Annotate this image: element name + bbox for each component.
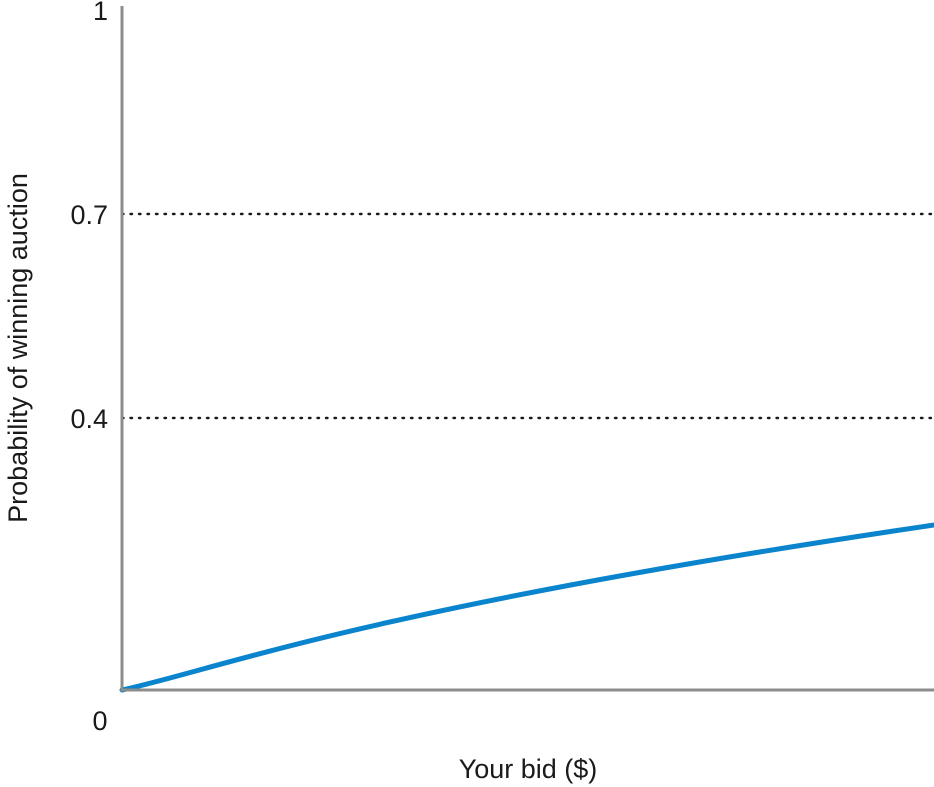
y-tick-label: 0.4 bbox=[70, 404, 108, 434]
x-axis-label: Your bid ($) bbox=[459, 754, 598, 784]
y-axis-label: Probability of winning auction bbox=[3, 173, 33, 523]
y-tick-labels: 0.4 0.7 1 bbox=[70, 0, 108, 434]
reference-lines bbox=[120, 212, 934, 420]
series-line-s bbox=[119, 522, 934, 693]
y-tick-label: 0.7 bbox=[70, 200, 108, 230]
x-tick-labels: 09001,000 bbox=[92, 706, 107, 736]
x-tick-label: 0 bbox=[92, 706, 107, 736]
y-tick-label: 1 bbox=[93, 0, 108, 26]
